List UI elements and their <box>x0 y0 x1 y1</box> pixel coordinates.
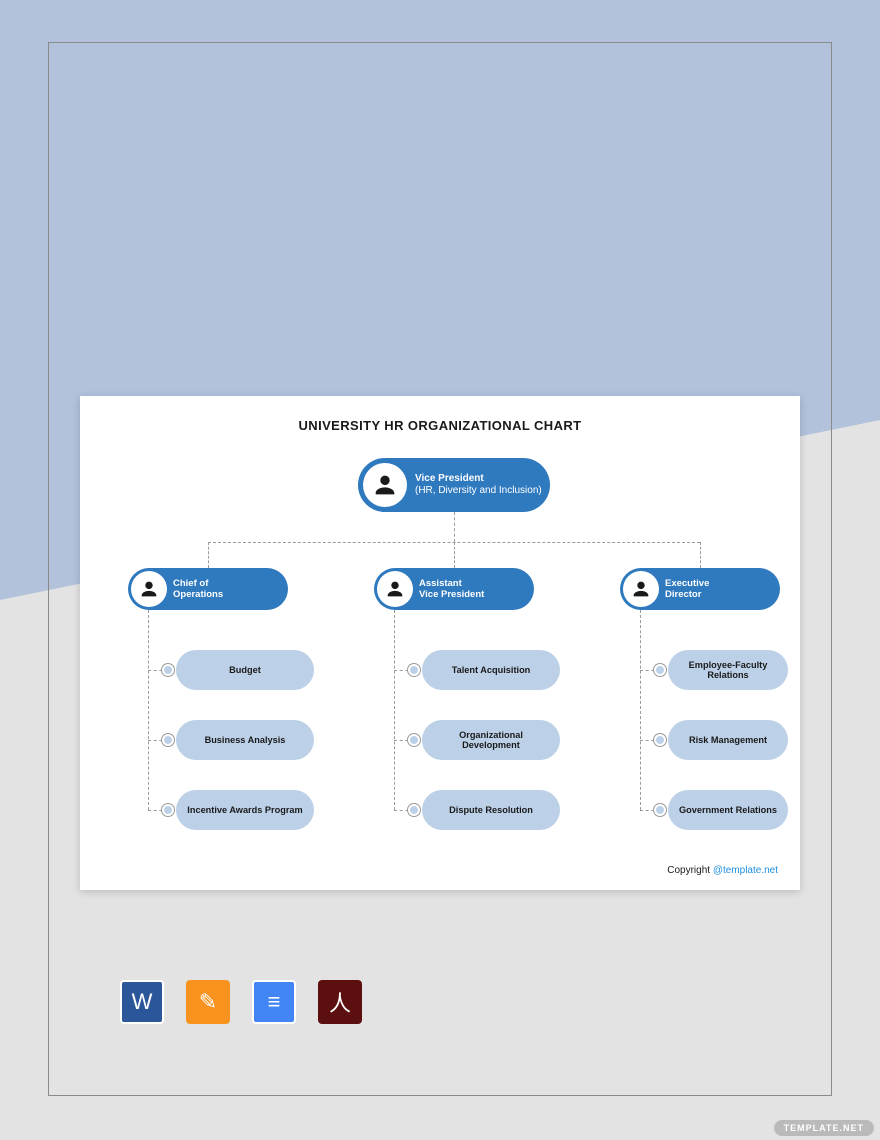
branch-node-exec: Executive Director <box>620 568 780 610</box>
gdoc-icon[interactable]: ≡ <box>252 980 296 1024</box>
branch-title-line1: Executive <box>665 578 709 589</box>
copyright-prefix: Copyright <box>667 865 713 876</box>
icon-glyph: ≡ <box>268 989 281 1015</box>
connector-dot <box>162 664 174 676</box>
connector-dot <box>408 734 420 746</box>
connector <box>454 512 455 542</box>
connector <box>148 610 149 810</box>
connector-dot <box>162 804 174 816</box>
connector-dot <box>408 804 420 816</box>
icon-glyph: W <box>132 989 153 1015</box>
connector <box>640 610 641 810</box>
branch-label: Executive Director <box>665 578 709 601</box>
chart-title: UNIVERSITY HR ORGANIZATIONAL CHART <box>80 418 800 433</box>
connector-dot <box>654 664 666 676</box>
copyright: Copyright @template.net <box>667 865 778 876</box>
root-node: Vice President (HR, Diversity and Inclus… <box>358 458 550 512</box>
branch-label: Chief of Operations <box>173 578 223 601</box>
icon-glyph: 人 <box>329 986 351 1018</box>
connector <box>208 542 209 568</box>
leaf-node: Organizational Development <box>422 720 560 760</box>
branch-node-avp: Assistant Vice President <box>374 568 534 610</box>
leaf-node: Talent Acquisition <box>422 650 560 690</box>
person-icon <box>363 463 407 507</box>
leaf-node: Business Analysis <box>176 720 314 760</box>
branch-title-line2: Vice President <box>419 589 484 600</box>
branch-title-line2: Director <box>665 589 709 600</box>
pdf-icon[interactable]: 人 <box>318 980 362 1024</box>
person-icon <box>377 571 413 607</box>
stage: UNIVERSITY HR ORGANIZATIONAL CHART Vice … <box>0 0 880 1140</box>
connector <box>700 542 701 568</box>
branch-title-line1: Assistant <box>419 578 484 589</box>
connector-dot <box>654 734 666 746</box>
person-icon <box>623 571 659 607</box>
leaf-node: Budget <box>176 650 314 690</box>
leaf-node: Incentive Awards Program <box>176 790 314 830</box>
leaf-node: Risk Management <box>668 720 788 760</box>
pages-icon[interactable]: ✎ <box>186 980 230 1024</box>
branch-title-line1: Chief of <box>173 578 223 589</box>
word-icon[interactable]: W <box>120 980 164 1024</box>
root-title: Vice President <box>415 473 542 486</box>
leaf-node: Employee-Faculty Relations <box>668 650 788 690</box>
watermark-badge: TEMPLATE.NET <box>774 1120 874 1136</box>
connector <box>454 542 455 568</box>
icon-glyph: ✎ <box>199 989 217 1015</box>
connector-dot <box>162 734 174 746</box>
leaf-node: Dispute Resolution <box>422 790 560 830</box>
root-label: Vice President (HR, Diversity and Inclus… <box>415 473 542 498</box>
root-subtitle: (HR, Diversity and Inclusion) <box>415 485 542 498</box>
connector-dot <box>408 664 420 676</box>
copyright-link[interactable]: @template.net <box>713 865 778 876</box>
connector <box>394 610 395 810</box>
connector-dot <box>654 804 666 816</box>
leaf-node: Government Relations <box>668 790 788 830</box>
person-icon <box>131 571 167 607</box>
branch-node-ops: Chief of Operations <box>128 568 288 610</box>
branch-title-line2: Operations <box>173 589 223 600</box>
branch-label: Assistant Vice President <box>419 578 484 601</box>
file-type-icons: W ✎ ≡ 人 <box>120 980 362 1024</box>
org-chart-card: UNIVERSITY HR ORGANIZATIONAL CHART Vice … <box>80 396 800 890</box>
